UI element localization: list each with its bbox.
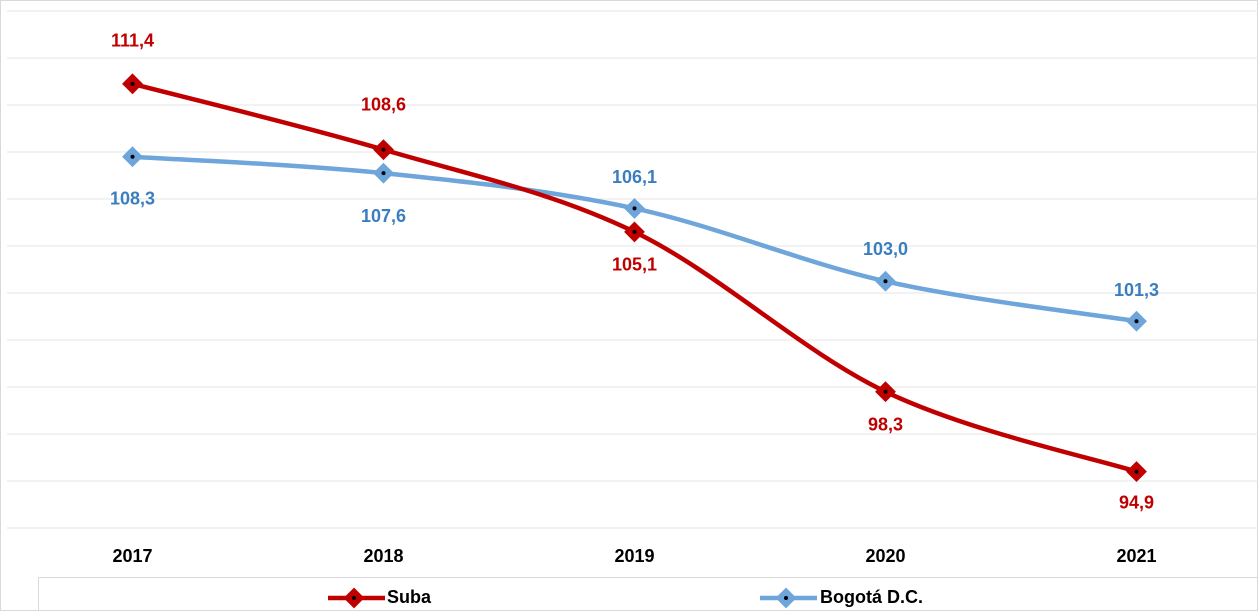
marker-dot [632,206,637,211]
marker-dot [381,171,386,176]
data-label: 106,1 [612,167,657,187]
data-label: 101,3 [1114,280,1159,300]
marker-dot [883,389,888,394]
legend-marker [775,587,797,609]
data-point [122,146,143,168]
data-label: 98,3 [868,414,903,434]
x-tick-label: 2020 [865,546,905,566]
data-point [373,162,394,184]
data-point [875,381,896,403]
data-point [624,197,645,219]
data-label: 107,6 [361,206,406,226]
data-label: 111,4 [111,31,154,51]
data-point [624,221,645,243]
data-point [1126,310,1147,332]
marker-dot [1134,319,1139,324]
data-point [373,139,394,161]
data-label: 108,6 [361,94,406,114]
legend-marker [343,587,365,609]
data-point [122,73,143,95]
data-label: 108,3 [110,188,155,208]
x-tick-label: 2019 [614,546,654,566]
data-label: 105,1 [612,255,657,275]
marker-dot [1134,469,1139,474]
marker-dot [130,154,135,159]
legend-label: Suba [387,587,432,607]
data-point [875,270,896,292]
data-point [1126,461,1147,483]
data-label: 94,9 [1119,492,1154,512]
data-label: 103,0 [863,239,908,259]
marker-dot [632,229,637,234]
x-tick-label: 2021 [1116,546,1156,566]
marker-dot [130,81,135,86]
x-tick-label: 2017 [112,546,152,566]
marker-dot [883,279,888,284]
marker-dot [381,147,386,152]
marker-dot [352,596,356,600]
marker-dot [784,596,788,600]
x-tick-label: 2018 [363,546,403,566]
legend-label: Bogotá D.C. [820,587,923,607]
